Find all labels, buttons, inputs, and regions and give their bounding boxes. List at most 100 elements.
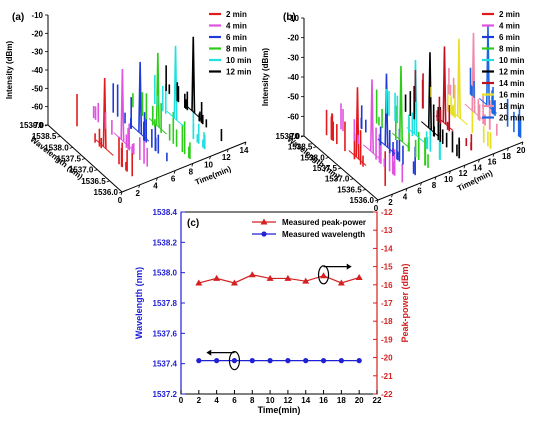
data-point xyxy=(285,358,291,364)
tick-mark xyxy=(44,124,49,127)
tick-label: 2 xyxy=(135,189,140,198)
tick-label: -20 xyxy=(381,354,393,363)
tick-label: -40 xyxy=(287,73,299,82)
data-point xyxy=(214,358,220,364)
tick-label: 12 xyxy=(459,169,468,178)
tick-mark xyxy=(173,170,176,174)
baseline xyxy=(450,109,468,126)
spectrum-trace xyxy=(385,60,441,161)
tick-mark xyxy=(191,163,194,167)
tick-label: 20 xyxy=(517,146,526,155)
tick-mark xyxy=(463,165,466,169)
data-point xyxy=(337,279,345,286)
tick-label: -50 xyxy=(287,93,299,102)
tick-label: -70 xyxy=(287,132,299,141)
tick-mark xyxy=(350,178,354,181)
tick-label: -17 xyxy=(381,299,393,308)
tick-label: 4 xyxy=(403,192,408,201)
legend-label: 2 min xyxy=(499,10,520,19)
tick-mark xyxy=(118,191,123,194)
tick-label: 14 xyxy=(301,396,310,405)
tick-mark xyxy=(138,184,141,188)
tick-label: 0 xyxy=(179,396,184,405)
intensity-ticks: -10 -20 -30 -40 -50 -60 -70 xyxy=(287,14,304,141)
laser-peak xyxy=(471,32,476,113)
baseline xyxy=(184,103,203,121)
tick-label: -18 xyxy=(381,317,393,326)
right-axis-title: Peak-power (dBm) xyxy=(400,263,410,342)
laser-peak xyxy=(120,68,125,142)
panel-c: (c)1537.21537.41537.61537.81538.01538.21… xyxy=(134,208,410,415)
baseline xyxy=(148,118,167,135)
tick-label: 12 xyxy=(283,396,292,405)
spectrum-trace xyxy=(360,73,416,176)
data-point xyxy=(249,358,255,364)
tick-label: 1536.0 xyxy=(94,188,119,197)
tick-mark xyxy=(434,176,437,180)
annotations xyxy=(206,263,352,371)
panel-label: (b) xyxy=(283,12,296,23)
laser-peak xyxy=(384,73,389,148)
data-point xyxy=(196,358,202,364)
legend-label: Measured wavelength xyxy=(282,230,365,239)
tick-label: -19 xyxy=(381,335,393,344)
time-ticks: 02 46 8 10 12 14 16 18 20 xyxy=(374,141,526,213)
tick-label: -40 xyxy=(31,66,43,75)
legend-label: 20 min xyxy=(499,114,524,123)
laser-peak xyxy=(456,38,462,119)
tick-label: 1537.4 xyxy=(153,360,178,369)
tick-label: -60 xyxy=(287,112,299,121)
tick-label: -70 xyxy=(31,121,43,130)
baseline xyxy=(464,103,483,120)
tick-label: 1537.5 xyxy=(313,164,338,173)
tick-label: -20 xyxy=(287,34,299,43)
legend-label: 18 min xyxy=(499,102,524,111)
x-axis-title: Time(min) xyxy=(258,405,301,415)
tick-mark xyxy=(209,156,211,160)
baseline xyxy=(377,138,396,155)
panel-label: (a) xyxy=(12,12,24,23)
laser-peak xyxy=(138,61,143,135)
data-point xyxy=(355,274,363,281)
tick-label: 0 xyxy=(118,196,123,205)
tick-mark xyxy=(313,146,317,149)
tick-label: 1537.0 xyxy=(69,166,94,175)
tick-mark xyxy=(337,167,342,170)
legend-marker xyxy=(260,218,268,225)
tick-label: 1539.0 xyxy=(276,132,301,141)
data-point xyxy=(195,279,203,286)
laser-peak xyxy=(398,65,404,142)
legend-label: 6 min xyxy=(226,33,247,42)
tick-label: 22 xyxy=(373,396,382,405)
tick-mark xyxy=(492,153,495,157)
spectra xyxy=(325,25,522,186)
axis-indicator-ellipse xyxy=(228,351,241,371)
tick-mark xyxy=(507,147,509,151)
tick-label: -10 xyxy=(287,14,299,23)
tick-label: 6 xyxy=(232,396,237,405)
tick-label: 1536.5 xyxy=(337,185,362,194)
wavelength-ticks: 1539.0 1538.5 1538.0 1537.5 1537.0 1536.5 1536… xyxy=(20,121,123,197)
panel-a: (a) -10 -20 -30 -40 -50 -60 -70 Intensity (dBm) 1… xyxy=(5,10,251,205)
legend-label: 4 min xyxy=(226,22,247,31)
baseline xyxy=(166,110,185,128)
legend-label: 8 min xyxy=(226,45,247,54)
intensity-axis-title: Intensity (dBm) xyxy=(261,48,270,107)
data-point xyxy=(320,358,327,364)
wavelength-axis-title: Wavelength (nm) xyxy=(285,135,341,182)
tick-label: 4 xyxy=(153,182,158,191)
tick-mark xyxy=(391,194,393,198)
data-point xyxy=(284,274,292,281)
tick-label: 1537.0 xyxy=(325,175,350,184)
tick-label: 2 xyxy=(197,396,202,405)
baseline xyxy=(95,139,114,156)
tick-label: 8 xyxy=(432,181,437,190)
laser-peak xyxy=(369,79,375,154)
baseline xyxy=(348,150,367,166)
legend-label: 16 min xyxy=(499,91,524,100)
panel-label: (c) xyxy=(187,218,199,229)
tick-label: 1537.2 xyxy=(153,390,178,399)
tick-label: -60 xyxy=(31,103,43,112)
time-ticks: 0 2 4 6 8 10 12 14 xyxy=(118,141,249,205)
